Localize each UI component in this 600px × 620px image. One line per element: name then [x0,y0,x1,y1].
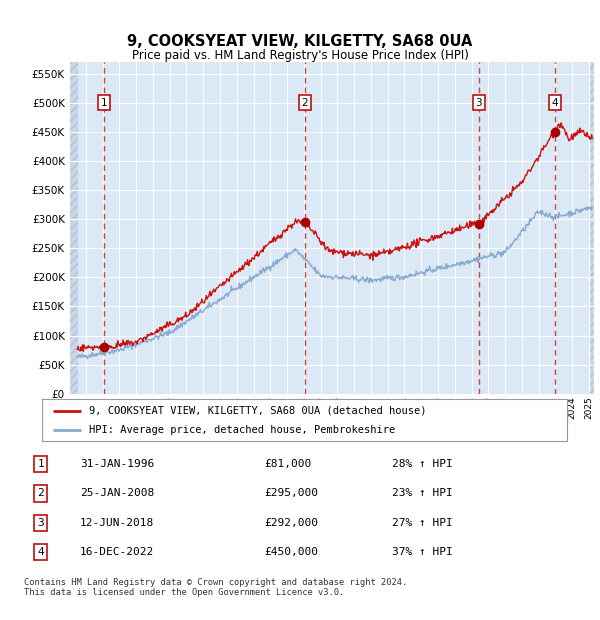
Text: 37% ↑ HPI: 37% ↑ HPI [392,547,453,557]
Text: 25-JAN-2008: 25-JAN-2008 [80,489,154,498]
Text: Contains HM Land Registry data © Crown copyright and database right 2024.
This d: Contains HM Land Registry data © Crown c… [24,578,407,597]
Text: 12-JUN-2018: 12-JUN-2018 [80,518,154,528]
Text: 1: 1 [101,98,107,108]
Text: 9, COOKSYEAT VIEW, KILGETTY, SA68 0UA: 9, COOKSYEAT VIEW, KILGETTY, SA68 0UA [127,34,473,49]
Text: 23% ↑ HPI: 23% ↑ HPI [392,489,453,498]
Text: 3: 3 [476,98,482,108]
Text: 1: 1 [37,459,44,469]
Text: HPI: Average price, detached house, Pembrokeshire: HPI: Average price, detached house, Pemb… [89,425,395,435]
Text: Price paid vs. HM Land Registry's House Price Index (HPI): Price paid vs. HM Land Registry's House … [131,50,469,62]
Text: £450,000: £450,000 [264,547,318,557]
Text: 2: 2 [302,98,308,108]
Text: £295,000: £295,000 [264,489,318,498]
Text: 27% ↑ HPI: 27% ↑ HPI [392,518,453,528]
Text: 2: 2 [37,489,44,498]
Text: 16-DEC-2022: 16-DEC-2022 [80,547,154,557]
Text: 4: 4 [37,547,44,557]
Text: £292,000: £292,000 [264,518,318,528]
Text: 31-JAN-1996: 31-JAN-1996 [80,459,154,469]
Text: 28% ↑ HPI: 28% ↑ HPI [392,459,453,469]
Text: 4: 4 [551,98,558,108]
Bar [590,62,598,394]
Text: 9, COOKSYEAT VIEW, KILGETTY, SA68 0UA (detached house): 9, COOKSYEAT VIEW, KILGETTY, SA68 0UA (d… [89,405,427,415]
Bar [69,62,78,394]
Text: £81,000: £81,000 [264,459,311,469]
Text: 3: 3 [37,518,44,528]
